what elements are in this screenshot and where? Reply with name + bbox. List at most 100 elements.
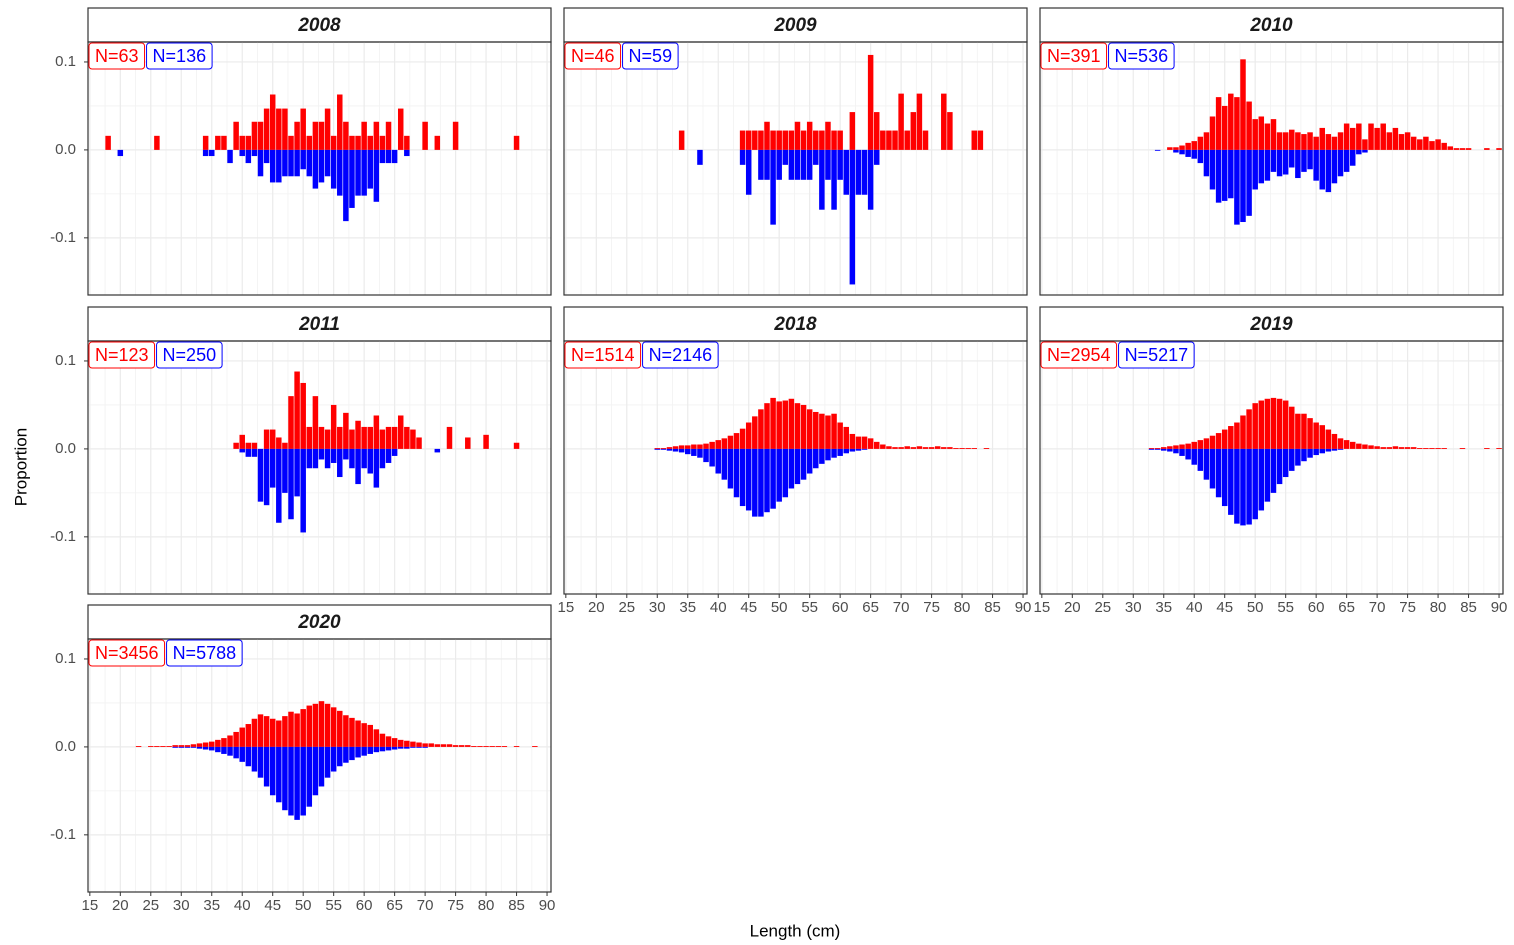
bar — [654, 448, 661, 450]
bar — [1191, 448, 1197, 465]
bar — [922, 130, 929, 150]
bar — [324, 703, 331, 747]
bar — [288, 746, 294, 816]
bar — [739, 149, 746, 165]
bar — [300, 382, 306, 449]
bar — [489, 746, 495, 747]
bar — [221, 135, 227, 150]
bar — [202, 135, 209, 150]
bar — [452, 745, 459, 747]
x-tick-label: 45 — [740, 599, 757, 616]
bar — [806, 121, 813, 150]
bar — [312, 149, 319, 189]
bar — [873, 149, 880, 165]
bar — [1191, 149, 1197, 159]
bar — [385, 746, 392, 751]
bar — [251, 746, 258, 772]
bar — [373, 448, 380, 488]
bar — [819, 130, 825, 150]
bar — [337, 94, 343, 150]
x-tick-label: 90 — [539, 897, 556, 914]
n-label: N=136 — [153, 46, 207, 66]
strip — [87, 7, 552, 43]
bar — [190, 746, 197, 748]
x-tick-label: 85 — [508, 897, 525, 914]
bar — [813, 411, 819, 449]
bar — [1337, 149, 1344, 177]
bar — [343, 121, 349, 150]
bar — [800, 149, 807, 180]
x-tick-label: 55 — [325, 897, 342, 914]
n-label-box — [1108, 42, 1175, 70]
bar — [782, 448, 789, 498]
x-tick-label: 65 — [386, 897, 403, 914]
bar — [1258, 116, 1265, 150]
x-tick-label: 15 — [1033, 599, 1050, 616]
bar — [428, 743, 434, 747]
bar — [379, 733, 386, 747]
bar — [806, 409, 813, 449]
bar — [1301, 149, 1307, 172]
bar — [190, 744, 197, 747]
bar — [1185, 448, 1191, 460]
bar — [1282, 400, 1289, 449]
bar — [837, 422, 843, 449]
x-tick-label: 60 — [1308, 599, 1325, 616]
bar — [1209, 448, 1216, 489]
bar — [318, 149, 325, 183]
bar — [300, 149, 306, 170]
bar — [1246, 101, 1252, 150]
bar — [1307, 149, 1313, 170]
bar — [239, 746, 245, 762]
bar — [337, 746, 343, 767]
bar — [263, 149, 270, 164]
bar — [1161, 448, 1167, 451]
bar — [892, 130, 898, 150]
bar — [758, 130, 764, 150]
y-tick-label: 0.1 — [55, 53, 76, 70]
bar — [1362, 139, 1368, 150]
bar — [752, 448, 758, 517]
bar — [324, 746, 331, 778]
bar — [1459, 448, 1466, 449]
bar — [355, 746, 361, 758]
bar — [154, 135, 160, 150]
bar — [245, 724, 252, 747]
bar — [1429, 448, 1435, 449]
bar — [410, 741, 416, 747]
bar — [788, 149, 795, 180]
bar — [434, 448, 441, 453]
bar — [263, 108, 270, 150]
bar — [861, 436, 868, 449]
bar — [324, 448, 331, 469]
bar — [269, 746, 276, 796]
bar — [1258, 149, 1265, 184]
bar — [764, 121, 770, 150]
bar — [727, 435, 734, 449]
bar — [373, 729, 380, 747]
bar — [825, 149, 831, 180]
bar — [184, 745, 191, 747]
bar — [1173, 149, 1179, 153]
bar — [703, 448, 709, 463]
bar — [1368, 445, 1374, 449]
bar — [1276, 132, 1283, 150]
bar — [678, 130, 685, 150]
bar — [1435, 139, 1441, 150]
n-label: N=3456 — [95, 643, 159, 663]
bar — [416, 746, 422, 748]
bar — [349, 746, 355, 761]
bar — [813, 448, 819, 469]
bar — [849, 433, 856, 449]
panel-border — [563, 41, 1028, 296]
bar — [806, 149, 813, 180]
bar — [825, 415, 831, 449]
bar — [678, 448, 685, 453]
bar — [343, 715, 349, 747]
bar — [343, 448, 349, 460]
bar — [318, 121, 325, 150]
bar — [1380, 447, 1386, 449]
bar — [1270, 448, 1277, 493]
bar — [1221, 429, 1228, 449]
bar — [1234, 149, 1240, 225]
